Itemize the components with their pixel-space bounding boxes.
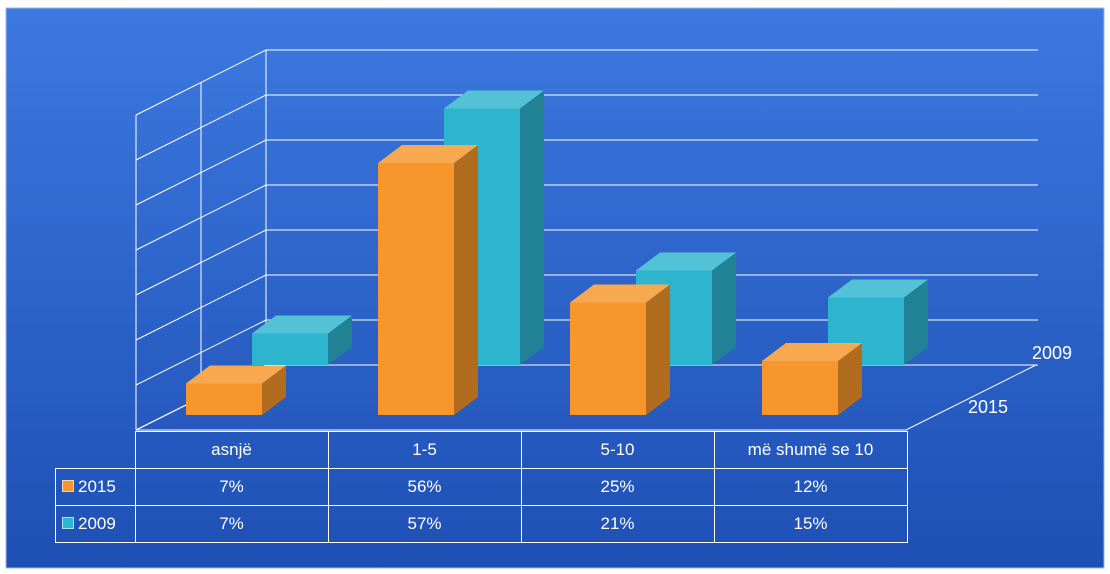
- data-label-2009: 15%: [713, 505, 908, 543]
- data-label-2009: 7%: [134, 505, 329, 543]
- category-label: asnjë: [134, 431, 329, 469]
- depth-axis-label-2015: 2015: [968, 397, 1009, 417]
- bar-front-face: [186, 383, 262, 415]
- data-table: asnjë 1-5 5-10 më shumë se 10 2015 7% 56…: [55, 431, 908, 543]
- bar-2015-1: [378, 145, 478, 415]
- bar-2009-3: [828, 279, 928, 365]
- series-name-2015: 2015: [78, 477, 116, 496]
- category-label: 1-5: [327, 431, 522, 469]
- bar-side-face: [328, 315, 352, 365]
- table-header-row: asnjë 1-5 5-10 më shumë se 10: [56, 431, 908, 469]
- bar-front-face: [252, 333, 328, 365]
- bar-front-face: [762, 361, 838, 415]
- bar-top-face: [828, 279, 928, 298]
- bar-top-face: [762, 343, 862, 361]
- bar-top-face: [570, 284, 670, 303]
- bar-side-face: [646, 284, 670, 415]
- data-label-2015: 25%: [520, 468, 715, 506]
- data-label-2015: 56%: [327, 468, 522, 506]
- bar-top-face: [378, 145, 478, 163]
- bar-top-face: [252, 315, 352, 334]
- data-label-2015: 12%: [713, 468, 908, 506]
- category-label: më shumë se 10: [713, 431, 908, 469]
- data-label-2015: 7%: [134, 468, 329, 506]
- table-row-2009: 2009 7% 57% 21% 15%: [55, 505, 908, 543]
- bar-2015-2: [570, 284, 670, 415]
- bar-top-face: [444, 90, 544, 109]
- legend-key-2009: [62, 517, 74, 529]
- bar-2015-3: [762, 343, 862, 415]
- bar-side-face: [520, 90, 544, 365]
- series-label-2015: 2015: [55, 468, 136, 506]
- bar-2009-0: [252, 315, 352, 365]
- bar-side-face: [838, 343, 862, 415]
- table-row-2015: 2015 7% 56% 25% 12%: [55, 468, 908, 506]
- bar-side-face: [454, 145, 478, 415]
- table-corner: [56, 432, 136, 469]
- bar-side-face: [712, 252, 736, 365]
- legend-key-2015: [62, 480, 74, 492]
- bars: [186, 90, 928, 415]
- bar-top-face: [186, 365, 286, 384]
- bar-front-face: [570, 302, 646, 415]
- depth-axis-label-2009: 2009: [1032, 343, 1073, 363]
- bar-2015-0: [186, 365, 286, 415]
- bar-side-face: [904, 279, 928, 365]
- series-label-2009: 2009: [55, 505, 136, 543]
- data-label-2009: 57%: [327, 505, 522, 543]
- data-label-2009: 21%: [520, 505, 715, 543]
- category-label: 5-10: [520, 431, 715, 469]
- bar-front-face: [378, 163, 454, 415]
- bar-side-face: [262, 365, 286, 415]
- bar-top-face: [636, 252, 736, 271]
- series-name-2009: 2009: [78, 514, 116, 533]
